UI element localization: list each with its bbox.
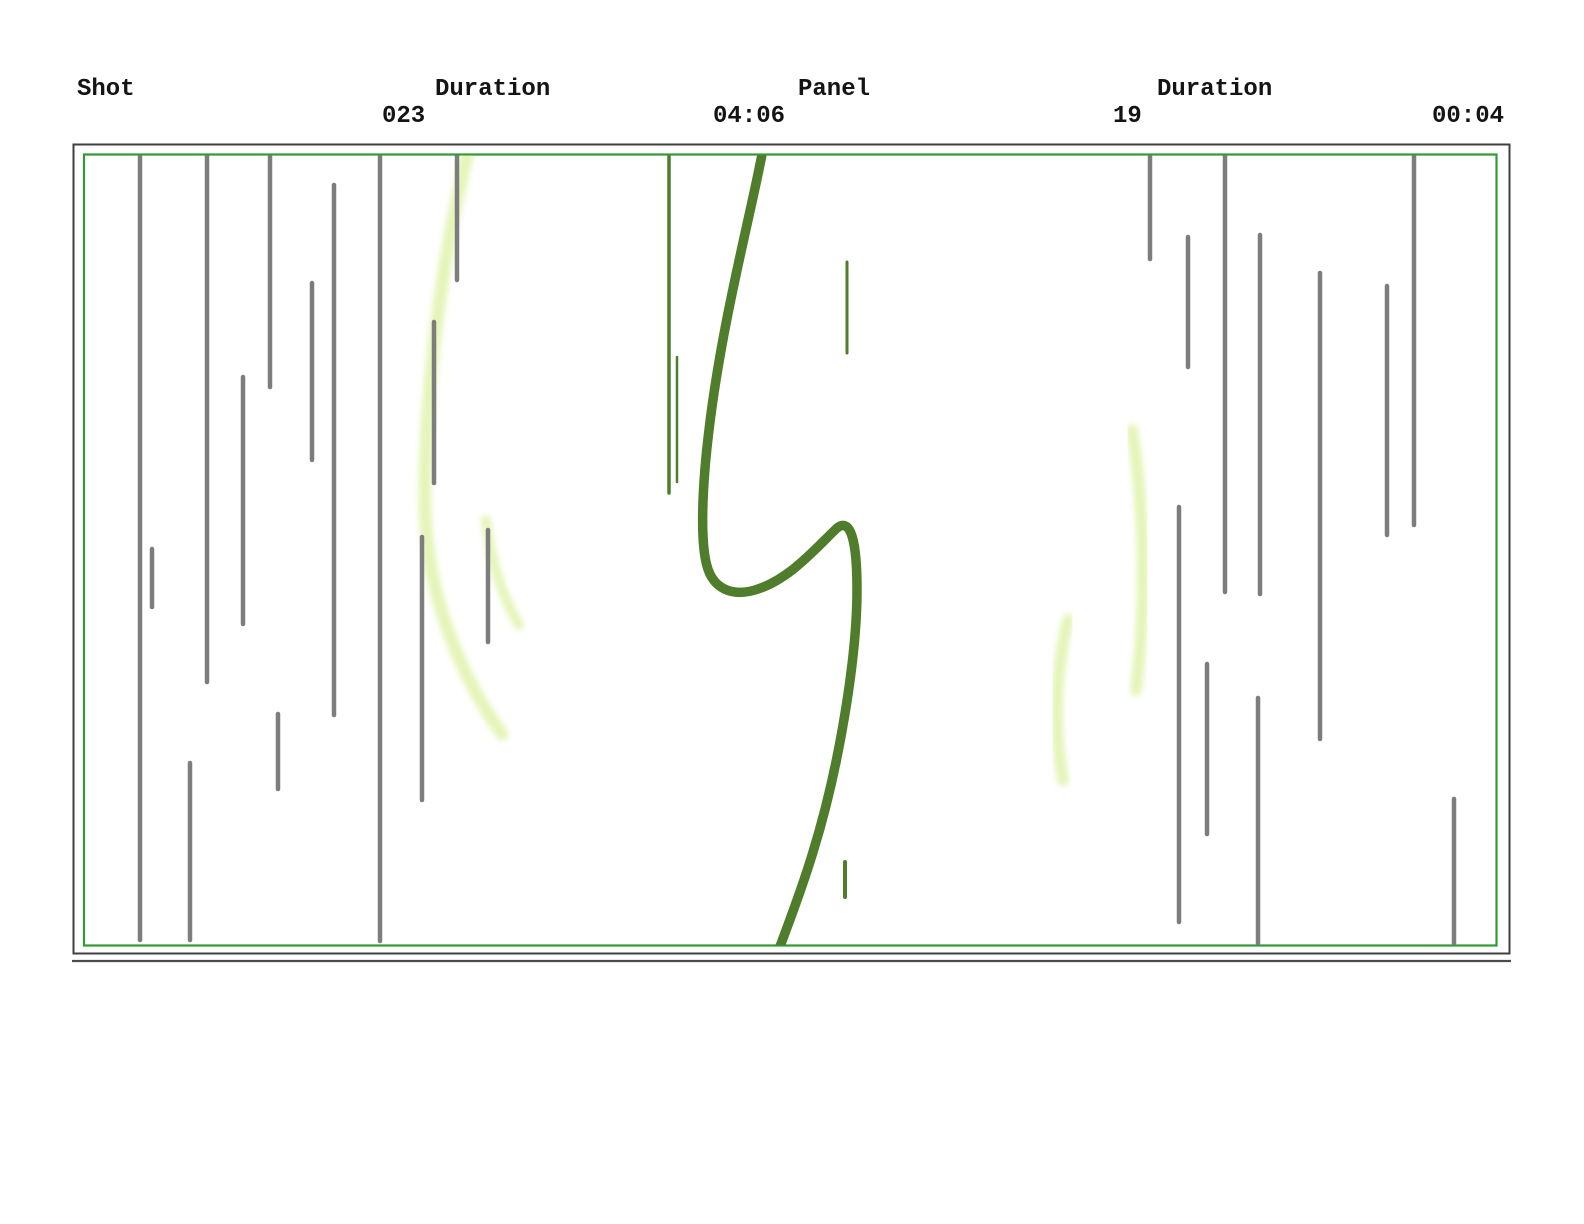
- panel-frame: [72, 143, 1511, 963]
- panel-duration: 00:04: [1432, 103, 1505, 130]
- shot-number: 023: [382, 103, 426, 130]
- duration-label-2: Duration: [1157, 76, 1273, 103]
- panel-number: 19: [1113, 103, 1142, 130]
- duration-label-1: Duration: [435, 76, 551, 103]
- shot-label: Shot: [77, 76, 135, 103]
- panel-label: Panel: [798, 76, 871, 103]
- shot-duration: 04:06: [713, 103, 786, 130]
- panel-strokes: [137, 155, 1457, 945]
